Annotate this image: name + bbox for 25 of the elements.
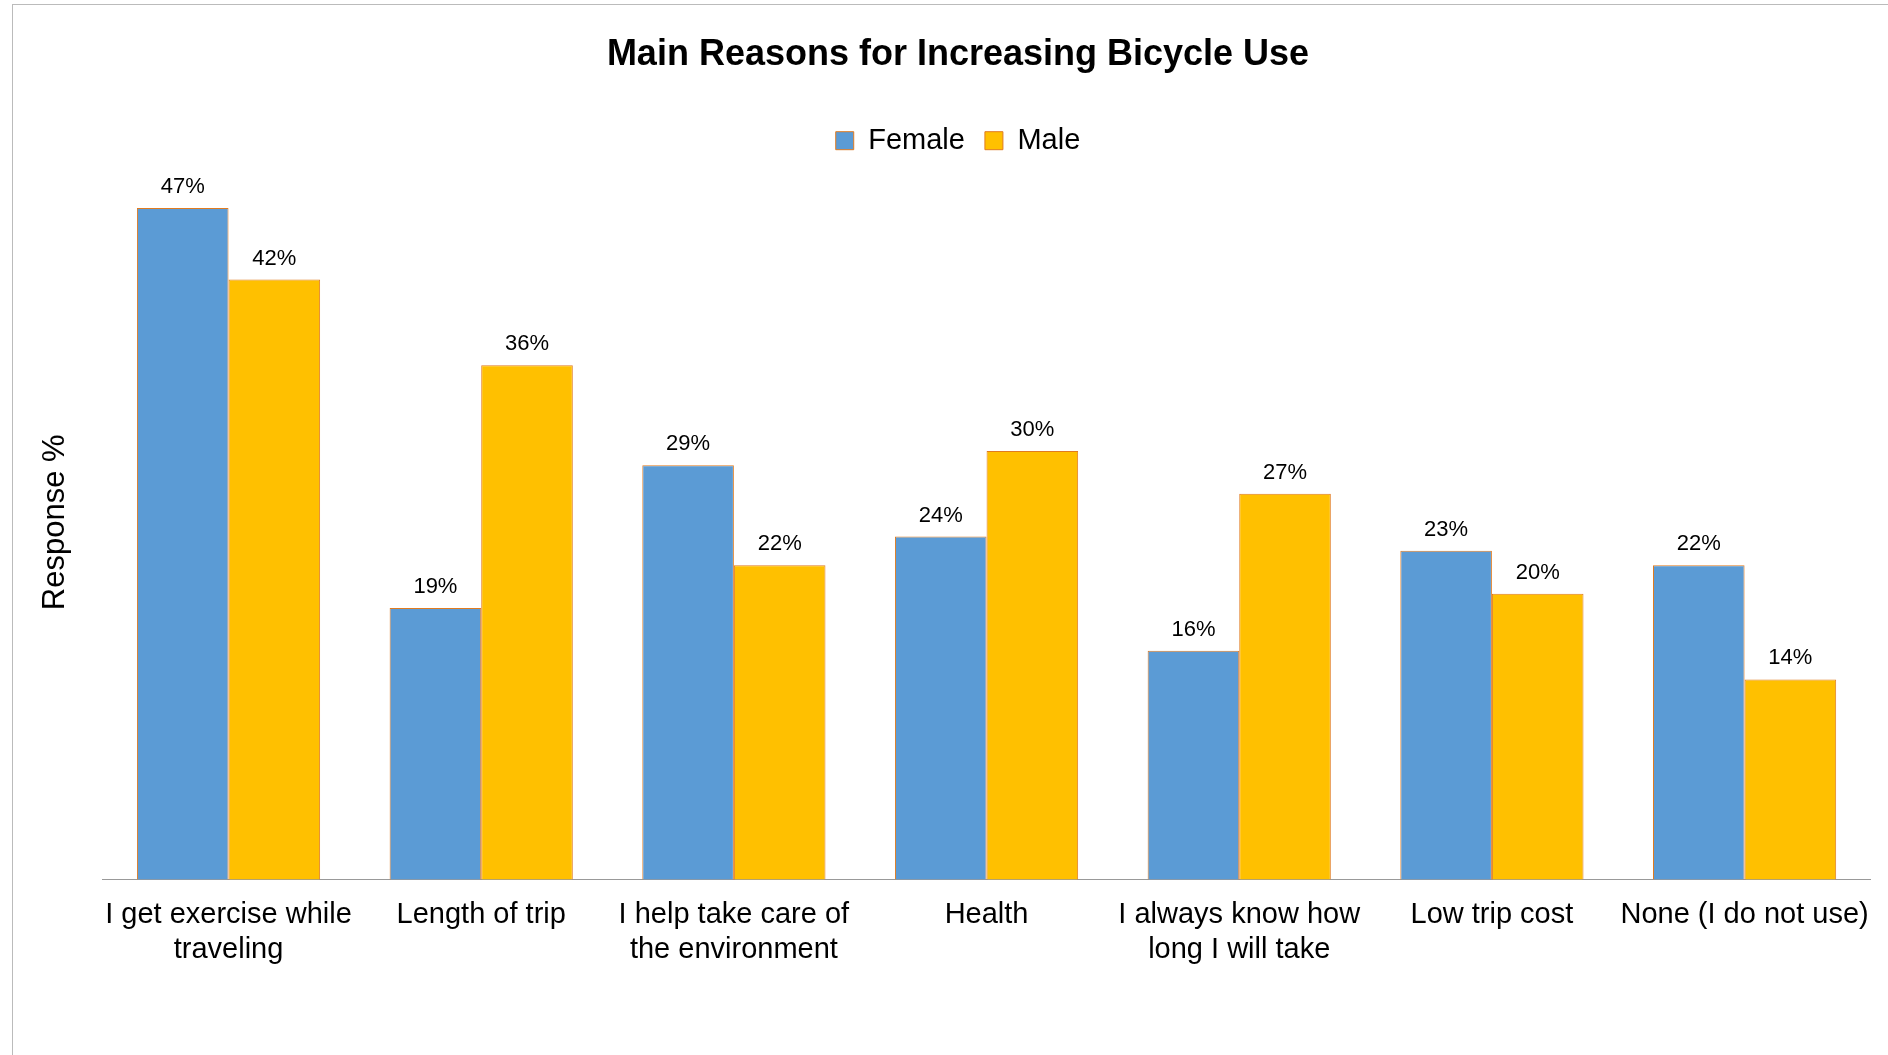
data-label: 27%	[1263, 458, 1308, 484]
data-label: 29%	[666, 430, 711, 456]
legend-label: Male	[1017, 122, 1081, 155]
data-label: 30%	[1010, 415, 1055, 441]
data-label: 22%	[757, 530, 802, 556]
y-axis-title: Response %	[36, 434, 72, 611]
data-label: 22%	[1676, 530, 1721, 556]
data-label: 23%	[1424, 515, 1469, 541]
x-tick-label: I help take care of the environment	[618, 896, 851, 964]
x-tick-label: Health	[944, 896, 1029, 929]
data-label: 20%	[1515, 558, 1560, 584]
data-label: 42%	[252, 244, 297, 270]
x-tick-label: I get exercise while traveling	[105, 896, 352, 964]
data-label: 19%	[413, 573, 458, 599]
data-label: 14%	[1768, 644, 1813, 670]
x-tick-label: Low trip cost	[1410, 896, 1574, 929]
x-tick-label: I always know how long I will take	[1118, 896, 1362, 964]
x-tick-label: None (I do not use)	[1620, 896, 1869, 929]
data-label: 24%	[918, 501, 963, 527]
chart-title: Main Reasons for Increasing Bicycle Use	[606, 31, 1310, 73]
data-label: 16%	[1171, 615, 1216, 641]
data-label: 47%	[160, 173, 205, 199]
data-label: 36%	[504, 330, 550, 356]
legend-label: Female	[868, 122, 965, 155]
x-tick-label: Length of trip	[396, 896, 566, 929]
